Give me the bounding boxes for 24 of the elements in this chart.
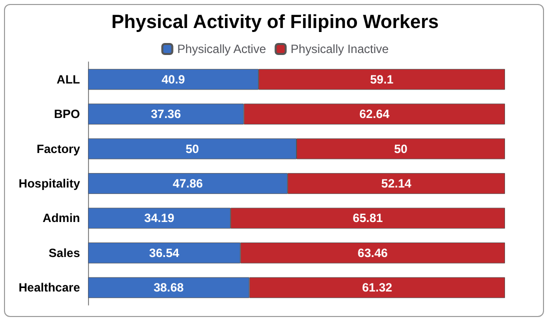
data-label: 63.46 bbox=[358, 246, 388, 260]
data-label: 37.36 bbox=[150, 107, 182, 122]
data-label: 52.14 bbox=[381, 176, 412, 190]
chart-title: Physical Activity of Filipino Workers bbox=[111, 12, 439, 33]
y-tick-label: BPO bbox=[54, 107, 80, 122]
y-tick-label: Admin bbox=[42, 211, 80, 226]
data-label: 59.1 bbox=[370, 72, 394, 86]
data-label: 62.64 bbox=[359, 107, 390, 122]
data-label: 34.19 bbox=[144, 211, 175, 226]
legend-label: Physically Inactive bbox=[290, 42, 390, 56]
y-tick-label: Sales bbox=[48, 246, 80, 260]
y-tick-label: Factory bbox=[36, 142, 80, 156]
legend-label: Physically Active bbox=[177, 42, 266, 56]
data-label: 50 bbox=[186, 142, 200, 156]
y-tick-label: Hospitality bbox=[18, 176, 80, 190]
data-label: 50 bbox=[394, 142, 408, 156]
data-label: 65.81 bbox=[352, 211, 384, 226]
data-label: 40.9 bbox=[162, 72, 186, 86]
data-label: 36.54 bbox=[149, 246, 180, 260]
data-label: 61.32 bbox=[362, 280, 392, 295]
y-tick-label: ALL bbox=[56, 72, 80, 86]
data-label: 47.86 bbox=[172, 176, 204, 190]
y-tick-label: Healthcare bbox=[18, 280, 80, 295]
data-label: 38.68 bbox=[154, 280, 184, 295]
